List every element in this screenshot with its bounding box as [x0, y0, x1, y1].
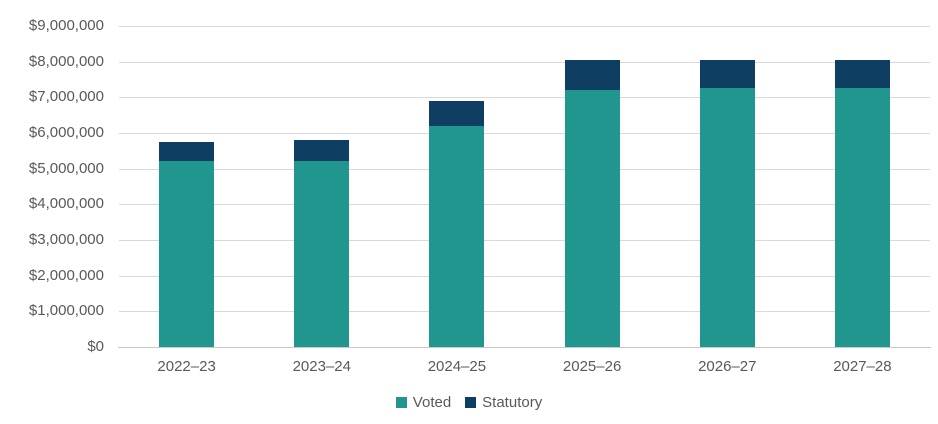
legend-item-statutory: Statutory	[465, 394, 542, 411]
statutory-swatch-icon	[465, 397, 477, 408]
y-axis-tick-label: $0	[87, 338, 104, 355]
bar-segment-voted	[159, 161, 215, 347]
y-axis-tick-label: $1,000,000	[28, 302, 104, 320]
bar-segment-statutory	[564, 59, 620, 91]
x-axis-label: 2022–23	[157, 358, 216, 375]
bar-segment-statutory	[429, 100, 485, 126]
bar-segment-voted	[699, 88, 755, 347]
y-axis-tick-label: $7,000,000	[28, 88, 104, 106]
y-gridline	[119, 97, 930, 99]
y-gridline	[119, 133, 930, 134]
y-axis-tick-label: $6,000,000	[28, 124, 104, 141]
bar-group-2026-27	[699, 59, 755, 347]
y-axis-tick-label: $9,000,000	[28, 17, 104, 34]
y-gridline	[119, 61, 930, 63]
y-axis-tick-label: $3,000,000	[28, 231, 104, 248]
legend-item-voted: Voted	[395, 394, 452, 411]
bar-segment-statutory	[159, 141, 215, 162]
bar-segment-statutory	[699, 59, 755, 89]
bar-segment-voted	[564, 90, 620, 347]
legend-label-voted: Voted	[412, 394, 452, 411]
bar-group-2023-24	[294, 140, 350, 347]
x-axis-label: 2027–28	[833, 358, 892, 375]
x-axis-label: 2025–26	[562, 358, 622, 375]
bar-segment-statutory	[294, 140, 350, 162]
bar-group-2024-25	[429, 100, 485, 347]
y-gridline	[119, 204, 930, 206]
x-axis-label: 2024–25	[427, 358, 487, 375]
y-axis-tick-label: $8,000,000	[28, 52, 104, 70]
bar-segment-voted	[294, 161, 350, 347]
bar-group-2025-26	[564, 59, 620, 347]
bar-segment-statutory	[834, 59, 890, 89]
y-axis-tick-label: $5,000,000	[28, 159, 104, 177]
y-axis-tick-label: $2,000,000	[28, 266, 104, 284]
y-axis-tick-label: $4,000,000	[28, 195, 104, 213]
bar-segment-voted	[429, 125, 485, 347]
y-gridline	[119, 168, 930, 170]
y-gridline	[119, 240, 930, 241]
bar-group-2027-28	[834, 59, 890, 347]
x-axis-label: 2026–27	[698, 358, 757, 375]
bar-group-2022-23	[159, 141, 215, 347]
voted-swatch-icon	[395, 397, 407, 408]
y-gridline	[119, 275, 930, 277]
legend: Voted Statutory	[0, 394, 938, 411]
x-axis-label: 2023–24	[292, 358, 351, 375]
x-axis-line	[118, 347, 931, 348]
y-gridline	[119, 311, 930, 313]
y-gridline	[119, 26, 930, 27]
bar-segment-voted	[834, 88, 890, 347]
legend-label-statutory: Statutory	[482, 394, 543, 411]
